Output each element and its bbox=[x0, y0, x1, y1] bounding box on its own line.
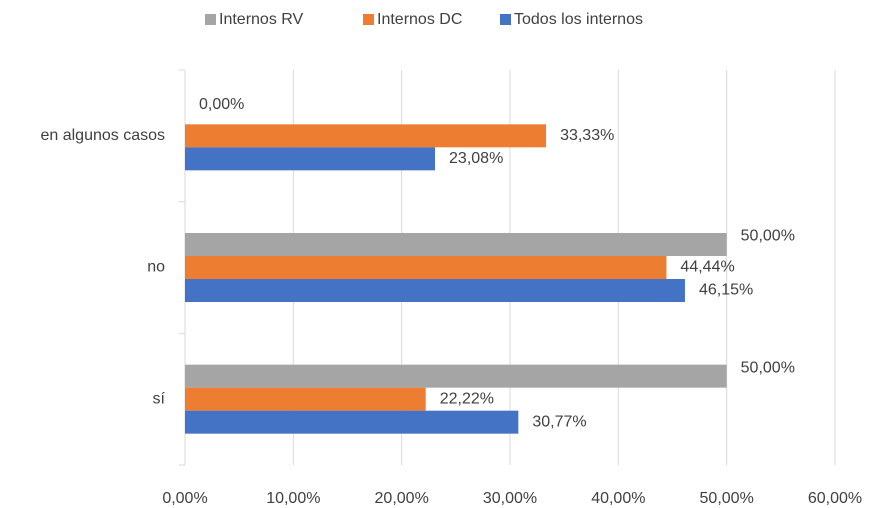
data-label: 30,77% bbox=[532, 413, 586, 430]
legend-swatch bbox=[500, 14, 511, 25]
bar bbox=[185, 124, 547, 148]
legend-label: Todos los internos bbox=[514, 11, 643, 28]
bar bbox=[185, 410, 519, 434]
x-tick-label: 0,00% bbox=[162, 490, 207, 507]
bar bbox=[185, 279, 685, 302]
legend-swatch bbox=[205, 14, 216, 25]
data-label: 50,00% bbox=[741, 359, 795, 376]
bar bbox=[185, 256, 667, 279]
bar bbox=[185, 364, 727, 388]
y-tick-label: sí bbox=[153, 390, 166, 407]
x-tick-label: 50,00% bbox=[700, 490, 754, 507]
data-label: 50,00% bbox=[741, 228, 795, 245]
y-tick-label: en algunos casos bbox=[40, 127, 165, 144]
data-label: 44,44% bbox=[680, 259, 734, 276]
data-label: 46,15% bbox=[699, 282, 753, 299]
x-tick-label: 30,00% bbox=[483, 490, 537, 507]
x-tick-label: 10,00% bbox=[266, 490, 320, 507]
bar bbox=[185, 233, 727, 256]
x-tick-label: 40,00% bbox=[591, 490, 645, 507]
bar bbox=[185, 387, 426, 411]
bar bbox=[185, 147, 436, 171]
data-label: 22,22% bbox=[440, 390, 494, 407]
data-label: 33,33% bbox=[560, 127, 614, 144]
legend-label: Internos DC bbox=[377, 11, 462, 28]
y-tick-label: no bbox=[147, 259, 165, 276]
x-tick-label: 60,00% bbox=[808, 490, 862, 507]
data-label: 0,00% bbox=[199, 96, 244, 113]
legend-label: Internos RV bbox=[219, 11, 304, 28]
x-tick-label: 20,00% bbox=[375, 490, 429, 507]
legend-swatch bbox=[363, 14, 374, 25]
data-label: 23,08% bbox=[449, 150, 503, 167]
